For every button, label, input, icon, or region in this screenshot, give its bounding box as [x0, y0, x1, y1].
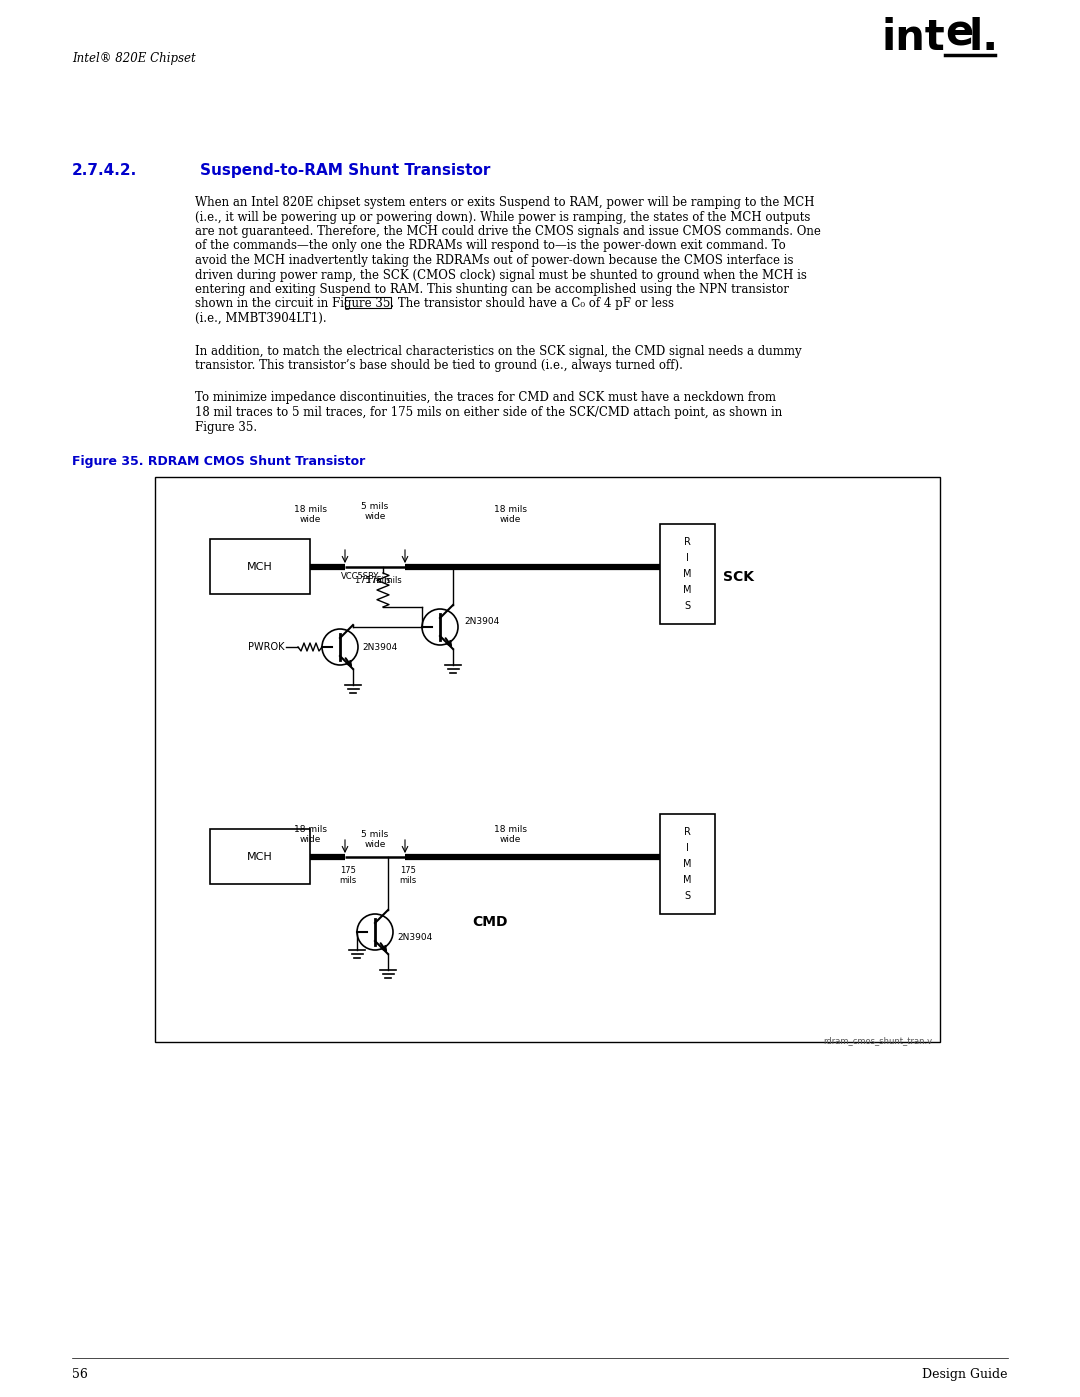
Text: e: e — [945, 13, 973, 54]
Text: shown in the circuit in Figure 35. The transistor should have a C₀ of 4 pF or le: shown in the circuit in Figure 35. The t… — [195, 298, 674, 310]
Text: MCH: MCH — [247, 562, 273, 571]
Text: 18 mils
wide: 18 mils wide — [294, 504, 326, 524]
Text: rdram_cmos_shunt_tran.v: rdram_cmos_shunt_tran.v — [823, 1037, 932, 1045]
Text: SCK: SCK — [723, 570, 754, 584]
Text: 18 mils
wide: 18 mils wide — [294, 826, 326, 844]
Text: S: S — [685, 891, 690, 901]
Bar — [345, 296, 391, 307]
Bar — [210, 828, 310, 884]
Text: 175
mils: 175 mils — [339, 866, 356, 886]
Text: VCC5SBY: VCC5SBY — [340, 571, 379, 581]
Text: Intel® 820E Chipset: Intel® 820E Chipset — [72, 52, 195, 66]
Text: 5 mils
wide: 5 mils wide — [362, 502, 389, 521]
Text: Figure 35.: Figure 35. — [195, 420, 257, 433]
Text: M: M — [684, 859, 692, 869]
Text: S: S — [685, 601, 690, 610]
Text: Figure 35. RDRAM CMOS Shunt Transistor: Figure 35. RDRAM CMOS Shunt Transistor — [72, 455, 365, 468]
Text: PWROK: PWROK — [248, 643, 284, 652]
Text: When an Intel 820E chipset system enters or exits Suspend to RAM, power will be : When an Intel 820E chipset system enters… — [195, 196, 814, 210]
Text: 175 mils: 175 mils — [366, 576, 402, 585]
Text: Design Guide: Design Guide — [922, 1368, 1008, 1382]
Text: are not guaranteed. Therefore, the MCH could drive the CMOS signals and issue CM: are not guaranteed. Therefore, the MCH c… — [195, 225, 821, 237]
Bar — [210, 539, 310, 594]
Text: 175
mils: 175 mils — [400, 866, 417, 886]
Text: M: M — [684, 569, 692, 578]
Text: 175 mils: 175 mils — [355, 576, 391, 585]
Text: I: I — [686, 553, 689, 563]
Text: In addition, to match the electrical characteristics on the SCK signal, the CMD : In addition, to match the electrical cha… — [195, 345, 801, 358]
Text: 2N3904: 2N3904 — [362, 643, 397, 651]
Text: (i.e., MMBT3904LT1).: (i.e., MMBT3904LT1). — [195, 312, 326, 326]
Text: 2.7.4.2.: 2.7.4.2. — [72, 163, 137, 177]
Text: R: R — [684, 536, 691, 548]
Text: avoid the MCH inadvertently taking the RDRAMs out of power-down because the CMOS: avoid the MCH inadvertently taking the R… — [195, 254, 794, 267]
Bar — [156, 476, 940, 1042]
Text: I: I — [686, 842, 689, 854]
Text: of the commands—the only one the RDRAMs will respond to—is the power-down exit c: of the commands—the only one the RDRAMs … — [195, 239, 786, 253]
Text: entering and exiting Suspend to RAM. This shunting can be accomplished using the: entering and exiting Suspend to RAM. Thi… — [195, 284, 789, 296]
Text: 18 mil traces to 5 mil traces, for 175 mils on either side of the SCK/CMD attach: 18 mil traces to 5 mil traces, for 175 m… — [195, 407, 782, 419]
Text: M: M — [684, 585, 692, 595]
Text: MCH: MCH — [247, 852, 273, 862]
Text: 18 mils
wide: 18 mils wide — [494, 504, 527, 524]
Text: 2N3904: 2N3904 — [397, 933, 432, 942]
Text: transistor. This transistor’s base should be tied to ground (i.e., always turned: transistor. This transistor’s base shoul… — [195, 359, 683, 372]
Text: 5 mils
wide: 5 mils wide — [362, 830, 389, 849]
Text: M: M — [684, 875, 692, 886]
Text: R: R — [684, 827, 691, 837]
Text: 18 mils
wide: 18 mils wide — [494, 826, 527, 844]
Text: 2N3904: 2N3904 — [464, 616, 499, 626]
Text: CMD: CMD — [472, 915, 508, 929]
Text: l.: l. — [969, 17, 999, 59]
Text: int: int — [881, 17, 945, 59]
Text: To minimize impedance discontinuities, the traces for CMD and SCK must have a ne: To minimize impedance discontinuities, t… — [195, 391, 777, 405]
Bar — [660, 524, 715, 624]
Text: (i.e., it will be powering up or powering down). While power is ramping, the sta: (i.e., it will be powering up or powerin… — [195, 211, 810, 224]
Text: Suspend-to-RAM Shunt Transistor: Suspend-to-RAM Shunt Transistor — [200, 163, 490, 177]
Text: driven during power ramp, the SCK (CMOS clock) signal must be shunted to ground : driven during power ramp, the SCK (CMOS … — [195, 268, 807, 282]
Bar — [660, 814, 715, 914]
Text: 56: 56 — [72, 1368, 87, 1382]
